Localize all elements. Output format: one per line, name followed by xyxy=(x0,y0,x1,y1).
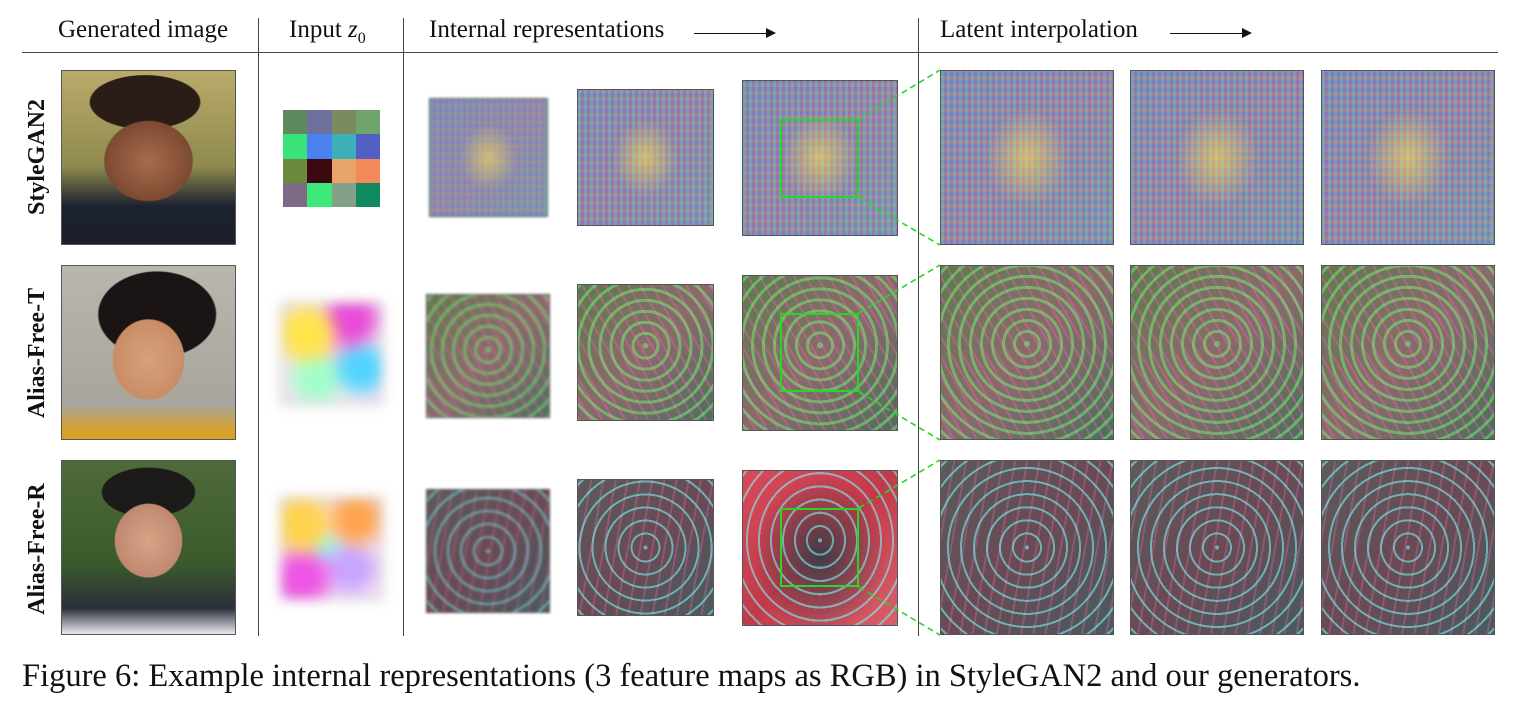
input-z0-grid xyxy=(283,110,380,207)
header-input-label: Input xyxy=(289,16,349,43)
input-grid-cell xyxy=(307,134,332,159)
header-internal-representations: Internal representations xyxy=(429,16,665,43)
input-z0-alias-free-t xyxy=(281,303,382,404)
latent-interpolation-alias-free-r-3 xyxy=(1321,460,1495,635)
input-grid-cell xyxy=(307,158,332,183)
input-grid-cell xyxy=(355,134,380,159)
feature-map-stylegan2-large xyxy=(742,80,898,236)
feature-map-stylegan2-medium xyxy=(577,89,714,226)
zoom-box-alias-free-t xyxy=(780,313,859,392)
header-input-symbol: z xyxy=(348,16,358,43)
latent-interpolation-alias-free-r-2 xyxy=(1130,460,1304,635)
input-grid-cell xyxy=(331,134,356,159)
figure-caption: Figure 6: Example internal representatio… xyxy=(22,658,1361,694)
input-grid-cell xyxy=(331,182,356,207)
feature-map-alias-free-t-large xyxy=(742,275,898,431)
header-latent-interpolation: Latent interpolation xyxy=(940,16,1138,43)
latent-interpolation-alias-free-t-2 xyxy=(1130,265,1304,440)
generated-image-stylegan2 xyxy=(61,70,236,245)
input-grid-cell xyxy=(283,182,308,207)
input-grid-cell xyxy=(331,110,356,135)
feature-map-alias-free-t-small xyxy=(426,294,550,418)
latent-interpolation-stylegan2-2 xyxy=(1130,70,1304,245)
arrow-right-icon xyxy=(694,28,776,38)
column-divider xyxy=(403,18,404,636)
feature-map-alias-free-r-medium xyxy=(577,479,714,616)
latent-interpolation-stylegan2-1 xyxy=(940,70,1114,245)
input-grid-cell xyxy=(283,158,308,183)
feature-map-alias-free-r-large xyxy=(742,470,898,626)
input-grid-cell xyxy=(355,182,380,207)
header-input-subscript: 0 xyxy=(357,30,366,47)
feature-map-stylegan2-small xyxy=(429,98,548,217)
header-rule xyxy=(22,52,1498,53)
latent-interpolation-alias-free-r-1 xyxy=(940,460,1114,635)
input-grid-cell xyxy=(355,158,380,183)
input-grid-cell xyxy=(355,110,380,135)
input-z0-alias-free-r xyxy=(281,498,382,599)
latent-interpolation-stylegan2-3 xyxy=(1321,70,1495,245)
latent-interpolation-alias-free-t-3 xyxy=(1321,265,1495,440)
zoom-box-stylegan2 xyxy=(780,119,859,198)
zoom-box-alias-free-r xyxy=(780,508,859,587)
column-divider xyxy=(918,18,919,636)
input-grid-cell xyxy=(283,134,308,159)
feature-map-alias-free-t-medium xyxy=(577,284,714,421)
feature-map-alias-free-r-small xyxy=(426,489,550,613)
input-grid-cell xyxy=(283,110,308,135)
arrow-right-icon xyxy=(1170,28,1252,38)
generated-image-alias-free-r xyxy=(61,460,236,635)
input-grid-cell xyxy=(331,158,356,183)
input-grid-cell xyxy=(307,182,332,207)
generated-image-alias-free-t xyxy=(61,265,236,440)
input-grid-cell xyxy=(307,110,332,135)
column-divider xyxy=(258,18,259,636)
latent-interpolation-alias-free-t-1 xyxy=(940,265,1114,440)
header-input-z0: Input z0 xyxy=(289,16,366,48)
header-generated-image: Generated image xyxy=(58,16,229,43)
